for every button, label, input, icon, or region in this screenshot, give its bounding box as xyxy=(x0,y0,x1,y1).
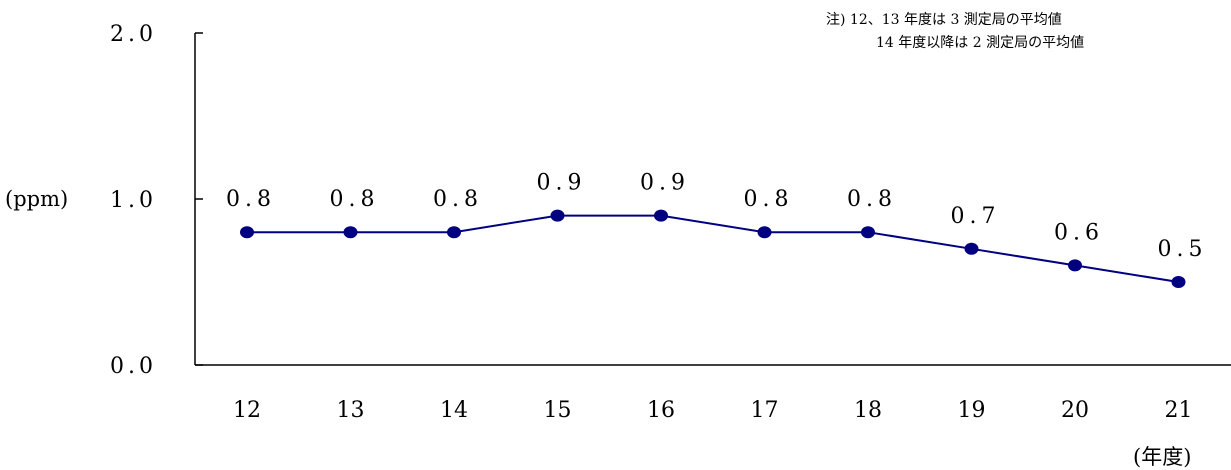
data-label: 0.5 xyxy=(1158,237,1208,262)
x-tick-label: 17 xyxy=(751,398,779,423)
chart-note-1: 注) 12、13 年度は 3 測定局の平均値 xyxy=(826,12,1062,28)
chart-note-2: 14 年度以降は 2 測定局の平均値 xyxy=(876,35,1084,51)
data-label: 0.9 xyxy=(640,171,690,196)
x-tick-label: 12 xyxy=(233,398,261,423)
y-tick-label: 1.0 xyxy=(110,188,157,213)
chart-notes: 注) 12、13 年度は 3 測定局の平均値 14 年度以降は 2 測定局の平均… xyxy=(826,12,1084,51)
x-tick-label: 20 xyxy=(1061,398,1089,423)
x-tick-label: 21 xyxy=(1165,398,1193,423)
data-label: 0.9 xyxy=(537,171,587,196)
x-tick-label: 18 xyxy=(854,398,882,423)
y-tick-labels: 2.0 1.0 0.0 xyxy=(110,22,203,379)
series-group xyxy=(240,209,1186,288)
x-tick-label: 15 xyxy=(544,398,572,423)
y-axis-label: (ppm) xyxy=(5,187,68,211)
y-tick-label: 2.0 xyxy=(110,22,157,47)
data-labels: 0.8 0.8 0.8 0.9 0.9 0.8 0.8 0.7 0.6 0.5 xyxy=(226,171,1208,262)
x-tick-label: 13 xyxy=(337,398,365,423)
data-point xyxy=(1068,259,1082,272)
data-point xyxy=(343,226,358,239)
data-label: 0.6 xyxy=(1054,220,1104,245)
x-tick-label: 16 xyxy=(647,398,675,423)
y-tick-label: 0.0 xyxy=(110,354,157,379)
data-point xyxy=(861,226,875,239)
data-point xyxy=(240,226,254,239)
data-point xyxy=(654,209,668,222)
data-label: 0.8 xyxy=(330,187,380,212)
x-tick-label: 14 xyxy=(440,398,468,423)
data-point xyxy=(447,226,461,239)
data-label: 0.8 xyxy=(433,187,483,212)
data-point xyxy=(757,226,772,239)
series-line xyxy=(247,214,1179,283)
data-point xyxy=(964,242,979,255)
x-tick-labels: 12 13 14 15 16 17 18 19 20 21 xyxy=(233,398,1193,423)
data-point xyxy=(1171,276,1186,288)
data-label: 0.8 xyxy=(847,187,897,212)
x-tick-label: 19 xyxy=(958,398,986,423)
x-axis-label: (年度) xyxy=(1133,445,1191,469)
data-label: 0.7 xyxy=(951,204,1001,229)
data-point xyxy=(550,209,565,222)
data-label: 0.8 xyxy=(744,187,794,212)
data-label: 0.8 xyxy=(226,187,276,212)
